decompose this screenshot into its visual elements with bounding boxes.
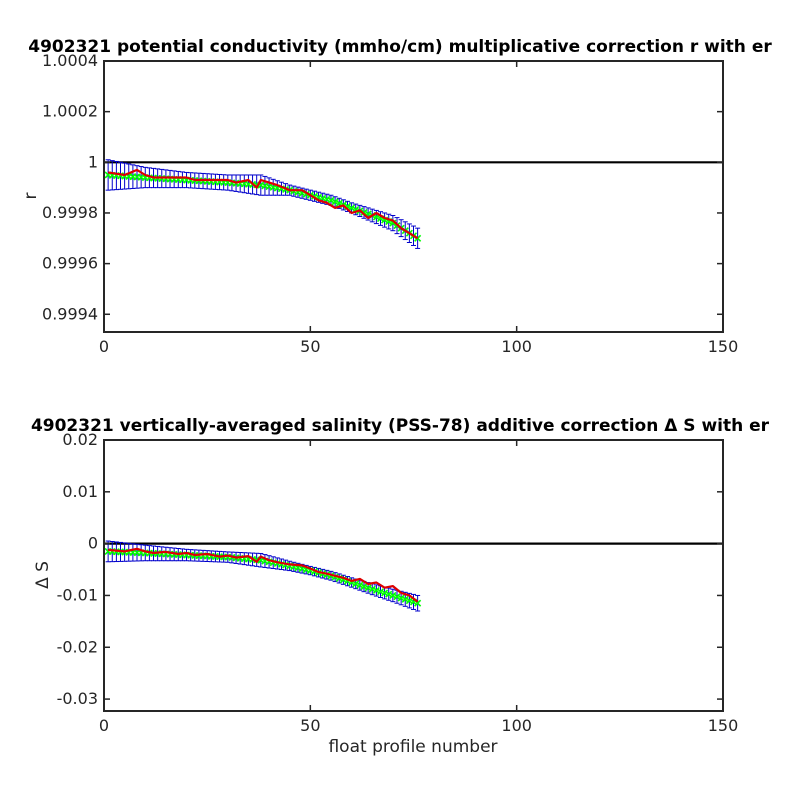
top-y-tick-label: 0.9998 [42,203,98,222]
top-x-tick-label: 150 [708,337,739,356]
bottom-x-tick-label: 0 [99,716,109,735]
bottom-y-axis-label: Δ S [33,561,53,589]
top-fit-point [331,198,339,206]
bottom-y-tick-label: 0.02 [62,430,98,449]
top-raw-series-line [107,168,419,240]
bottom-fit-point [364,584,372,592]
top-axes-frame [103,60,724,333]
top-x-tick-label: 0 [99,337,109,356]
top-y-tick-label: 1.0004 [42,51,98,70]
top-y-axis-label: r [21,193,41,200]
bottom-y-tick-label: -0.01 [57,585,98,604]
top-x-tick-label: 100 [501,337,532,356]
top-error-bars [105,159,421,249]
bottom-fit-point [389,591,397,600]
bottom-plot-area: 0 50 100 150 -0.03 -0.02 -0.01 0 0.01 0.02 [57,430,739,735]
bottom-x-tick-label: 50 [300,716,320,735]
bottom-x-axis-label: float profile number [328,737,497,757]
bottom-y-tick-label: 0 [88,534,98,553]
top-y-tick-label: 1 [88,152,98,171]
top-fit-markers [104,171,422,242]
bottom-y-tick-label: -0.02 [57,637,98,656]
top-fit-point [327,196,335,204]
bottom-fit-point [397,594,405,602]
top-x-tick-label: 50 [300,337,320,356]
top-y-tick-label: 1.0002 [42,102,98,121]
bottom-raw-series-line [108,547,419,603]
bottom-axes-frame [103,439,724,712]
top-fit-point [360,208,368,217]
top-y-tick-label: 0.9996 [42,254,98,273]
bottom-fit-point [401,595,409,603]
bottom-fit-point [360,582,368,591]
top-chart-title: 4902321 potential conductivity (mmho/cm)… [28,37,772,57]
bottom-fit-point [352,580,360,588]
bottom-y-tick-label: -0.03 [57,689,98,708]
bottom-fit-point [393,593,401,601]
bottom-y-tick-label: 0.01 [62,482,98,501]
bottom-fit-point [356,581,364,589]
bottom-fit-point [405,597,413,605]
top-plot-area: 0 50 100 150 0.9994 0.9996 0.9998 1 1.0002 1.0004 [42,51,738,356]
bottom-chart-title: 4902321 vertically-averaged salinity (PS… [31,416,770,436]
top-y-tick-label: 0.9994 [42,304,98,323]
bottom-x-tick-label: 150 [708,716,739,735]
bottom-x-tick-label: 100 [501,716,532,735]
